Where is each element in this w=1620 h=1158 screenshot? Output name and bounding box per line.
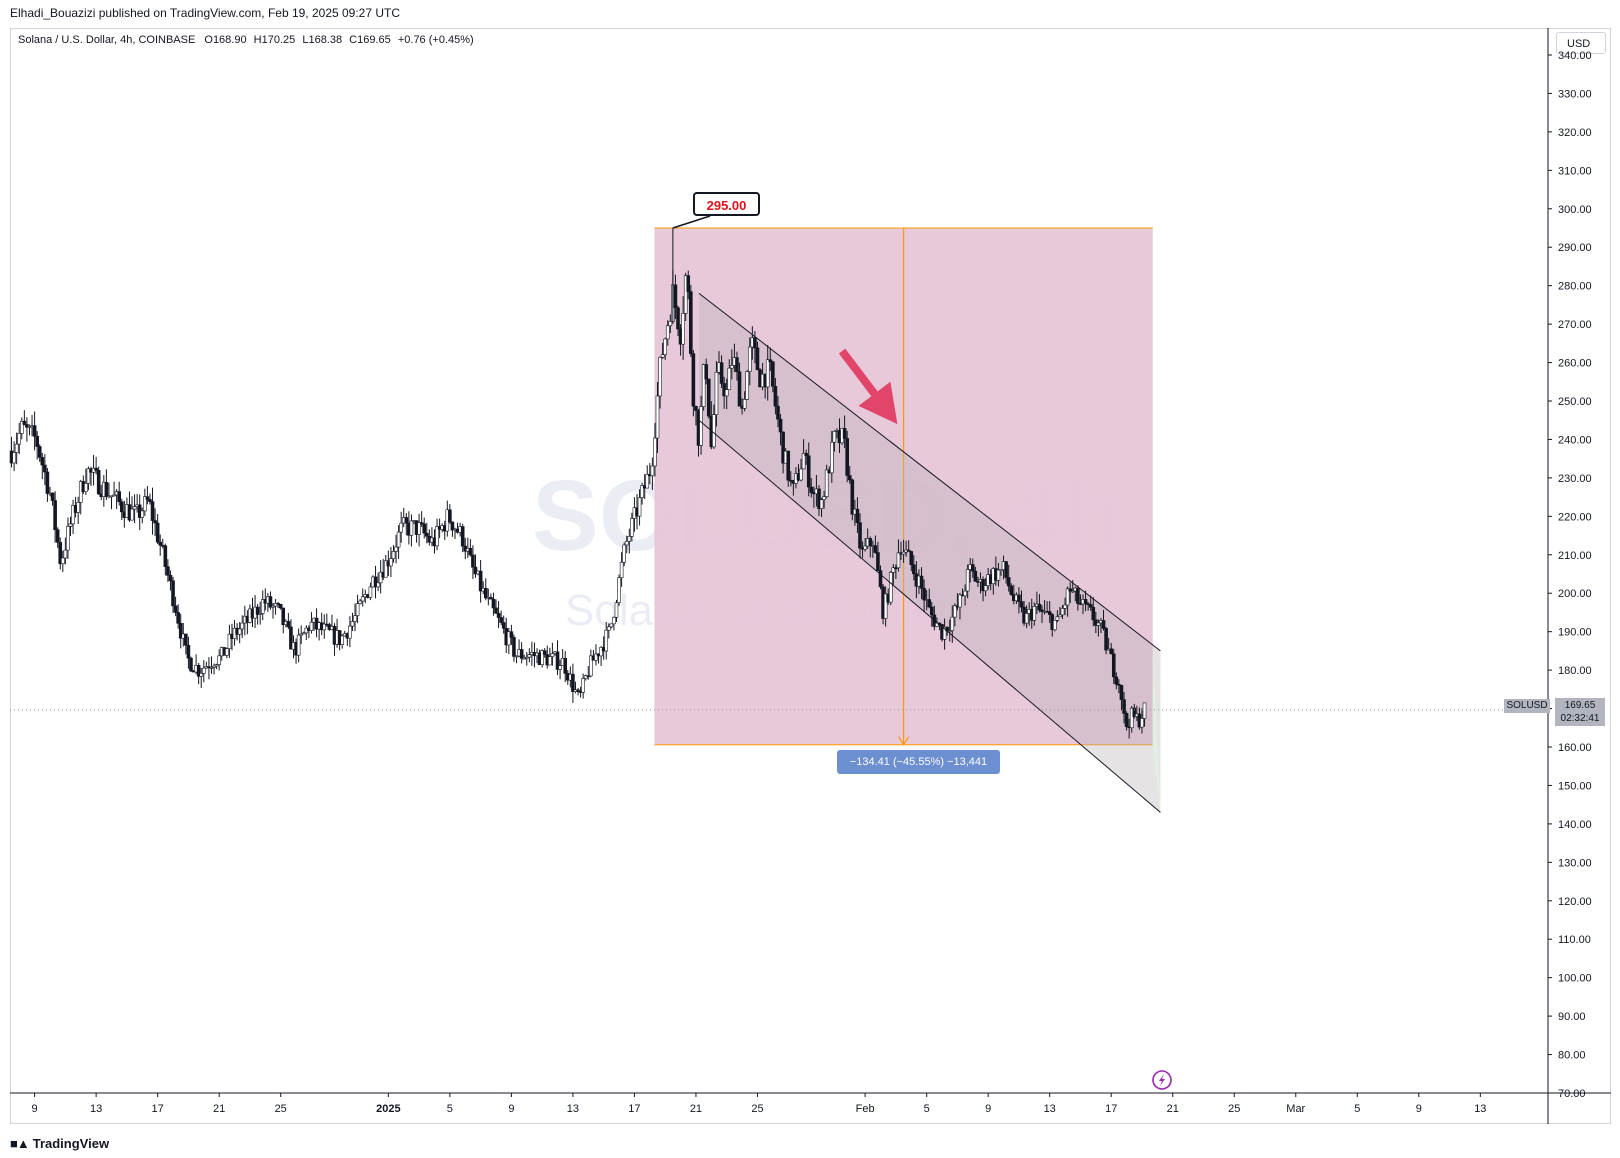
ohlc-close-label: C: [349, 34, 358, 46]
ohlc-high-value: 170.25: [261, 34, 296, 46]
tradingview-logo[interactable]: ■▲ TradingView: [10, 1136, 109, 1151]
ohlc-low-value: 168.38: [308, 34, 343, 46]
ohlc-close-value: 169.65: [357, 34, 391, 46]
ohlc-low-label: L: [302, 34, 309, 46]
ohlc-high-label: H: [253, 34, 262, 46]
tradingview-brand: TradingView: [32, 1136, 110, 1151]
last-price-tag: 169.65 02:32:41: [1555, 698, 1605, 726]
peak-price-callout[interactable]: 295.00: [693, 192, 760, 216]
chart-frame[interactable]: [10, 28, 1611, 1124]
measure-result-label[interactable]: −134.41 (−45.55%) −13,441: [837, 750, 1000, 774]
ohlc-open-label: O: [204, 34, 213, 46]
symbol-description: Solana / U.S. Dollar, 4h, COINBASE: [18, 34, 196, 46]
price-change: +0.76 (+0.45%): [397, 34, 474, 46]
last-price-value: 169.65: [1564, 700, 1596, 711]
ohlc-open-value: 168.90: [212, 34, 247, 46]
symbol-legend: Solana / U.S. Dollar, 4h, COINBASE O168.…: [18, 34, 478, 46]
last-price-symbol-tag: SOLUSD: [1504, 699, 1550, 713]
currency-button[interactable]: USD: [1556, 32, 1606, 54]
bar-countdown: 02:32:41: [1560, 713, 1600, 724]
tradingview-logo-icon: ■▲: [10, 1136, 30, 1151]
publish-info: Elhadi_Bouazizi published on TradingView…: [10, 6, 401, 20]
